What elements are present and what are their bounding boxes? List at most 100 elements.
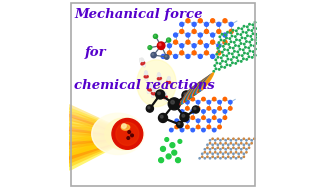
Circle shape	[209, 143, 211, 144]
Circle shape	[213, 97, 216, 101]
Circle shape	[225, 152, 226, 153]
Circle shape	[241, 61, 242, 62]
Circle shape	[228, 144, 229, 146]
Circle shape	[211, 19, 215, 23]
Circle shape	[222, 144, 224, 146]
Circle shape	[235, 152, 237, 153]
Ellipse shape	[187, 83, 199, 100]
Circle shape	[217, 44, 221, 48]
Circle shape	[225, 43, 226, 44]
Circle shape	[238, 27, 239, 29]
Circle shape	[257, 55, 259, 56]
Circle shape	[246, 149, 247, 150]
Ellipse shape	[153, 88, 155, 92]
Circle shape	[241, 28, 243, 29]
Circle shape	[225, 34, 226, 36]
Circle shape	[157, 92, 160, 94]
Circle shape	[191, 110, 195, 113]
Circle shape	[245, 46, 246, 48]
Circle shape	[202, 128, 205, 132]
Circle shape	[232, 47, 234, 49]
Circle shape	[218, 125, 221, 129]
Circle shape	[159, 43, 161, 46]
Circle shape	[186, 33, 190, 37]
Circle shape	[192, 29, 196, 33]
Circle shape	[231, 35, 233, 37]
Circle shape	[229, 107, 232, 110]
Circle shape	[168, 44, 171, 48]
Circle shape	[192, 51, 196, 55]
Circle shape	[258, 49, 259, 50]
Circle shape	[173, 54, 178, 58]
Circle shape	[168, 98, 180, 110]
Circle shape	[191, 97, 195, 101]
Circle shape	[237, 51, 239, 53]
Ellipse shape	[141, 62, 145, 65]
Circle shape	[247, 35, 248, 36]
Circle shape	[236, 39, 237, 40]
Circle shape	[146, 105, 154, 112]
Circle shape	[238, 45, 240, 47]
Circle shape	[215, 140, 216, 141]
Ellipse shape	[181, 87, 193, 104]
Circle shape	[217, 147, 218, 148]
Circle shape	[219, 63, 221, 64]
Circle shape	[261, 40, 263, 42]
Circle shape	[186, 40, 190, 44]
Circle shape	[241, 152, 242, 153]
Circle shape	[228, 153, 229, 154]
Circle shape	[242, 31, 244, 33]
Circle shape	[131, 134, 133, 137]
Ellipse shape	[144, 71, 148, 81]
Circle shape	[204, 29, 208, 33]
Circle shape	[248, 29, 249, 31]
Circle shape	[246, 140, 247, 141]
Circle shape	[220, 152, 221, 153]
Circle shape	[198, 19, 202, 23]
Circle shape	[251, 57, 253, 58]
Ellipse shape	[200, 74, 213, 91]
Ellipse shape	[151, 88, 156, 98]
Circle shape	[221, 33, 223, 35]
Circle shape	[229, 101, 232, 104]
Circle shape	[168, 39, 169, 40]
Circle shape	[194, 107, 196, 110]
Circle shape	[207, 144, 208, 146]
Circle shape	[230, 149, 231, 150]
Circle shape	[216, 62, 218, 64]
Circle shape	[241, 149, 242, 150]
Circle shape	[175, 119, 178, 122]
Circle shape	[218, 69, 220, 70]
Circle shape	[175, 125, 178, 129]
Circle shape	[160, 115, 163, 118]
Circle shape	[229, 47, 231, 48]
Circle shape	[229, 22, 233, 26]
Circle shape	[178, 123, 180, 125]
Circle shape	[191, 128, 195, 132]
Circle shape	[242, 55, 243, 56]
Circle shape	[211, 33, 215, 37]
Circle shape	[222, 60, 223, 62]
Circle shape	[259, 43, 260, 45]
Circle shape	[180, 128, 184, 132]
Circle shape	[238, 156, 239, 157]
Ellipse shape	[185, 84, 198, 101]
Circle shape	[250, 45, 252, 46]
Circle shape	[223, 33, 227, 37]
Circle shape	[263, 20, 265, 22]
Circle shape	[252, 33, 254, 35]
Circle shape	[185, 101, 189, 104]
Circle shape	[202, 116, 205, 119]
Circle shape	[223, 46, 224, 47]
Circle shape	[241, 140, 242, 141]
Ellipse shape	[162, 91, 168, 101]
Circle shape	[249, 41, 250, 43]
Circle shape	[243, 156, 244, 157]
Circle shape	[112, 119, 143, 149]
Circle shape	[264, 23, 266, 25]
Ellipse shape	[158, 73, 160, 77]
Circle shape	[218, 107, 221, 110]
Circle shape	[213, 116, 216, 119]
Circle shape	[213, 128, 216, 132]
Circle shape	[248, 147, 250, 148]
